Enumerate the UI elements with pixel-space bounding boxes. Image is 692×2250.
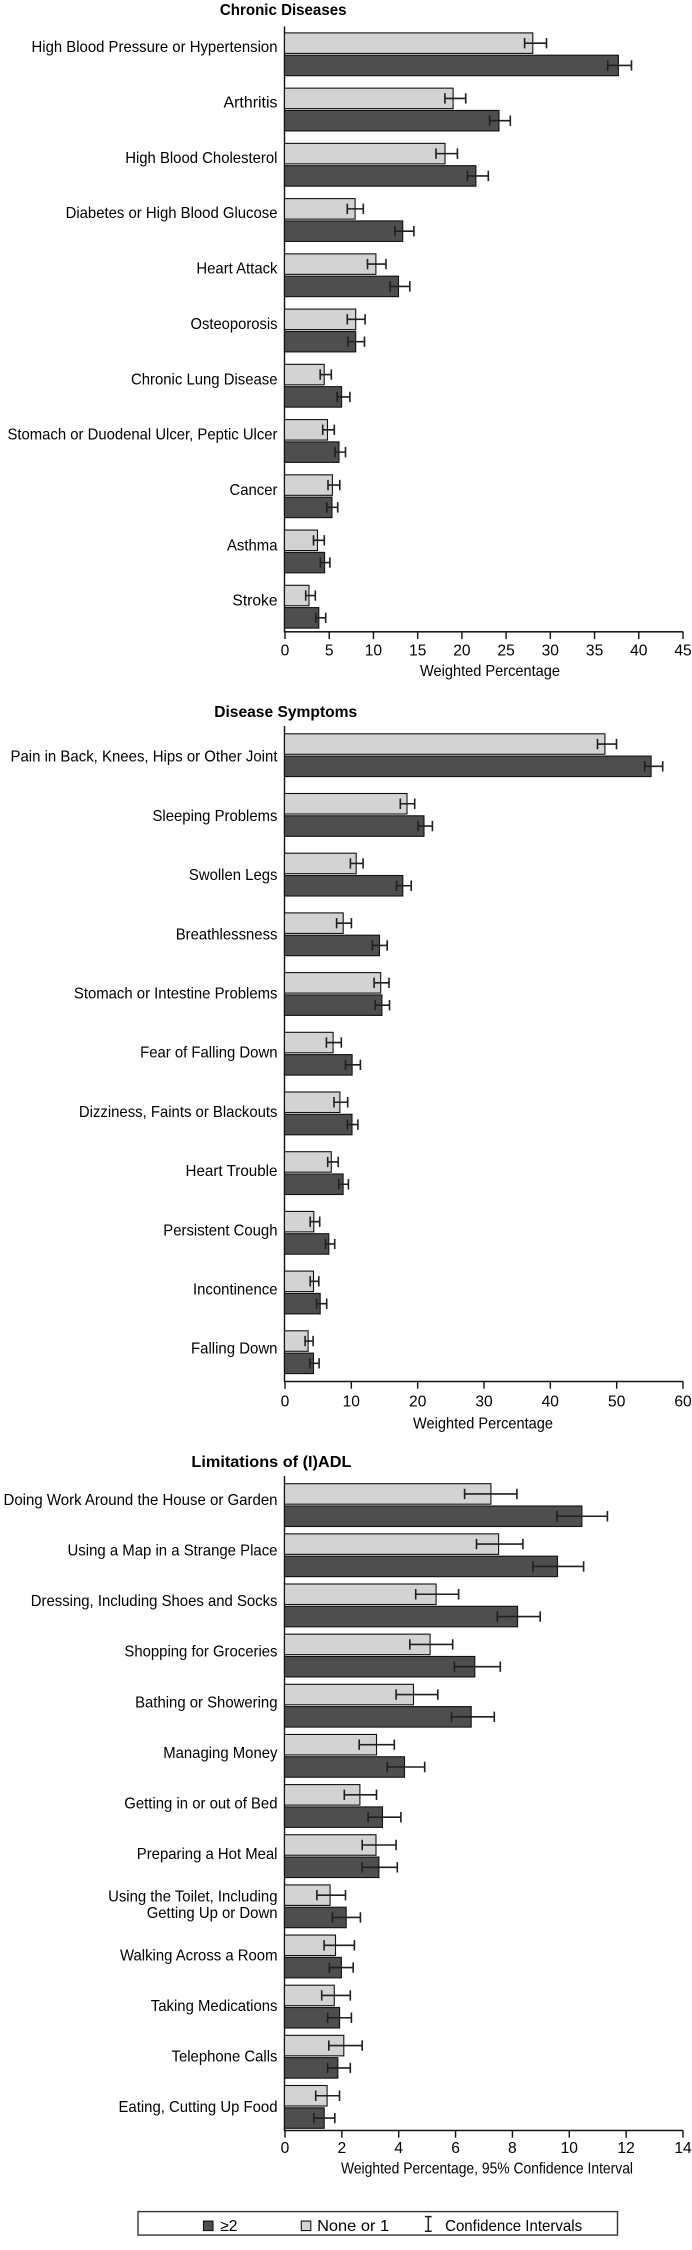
svg-text:Chronic Diseases: Chronic Diseases bbox=[220, 2, 347, 19]
svg-text:20: 20 bbox=[409, 1394, 427, 1411]
svg-text:Sleeping Problems: Sleeping Problems bbox=[153, 808, 278, 825]
svg-text:Asthma: Asthma bbox=[227, 537, 278, 554]
svg-text:Cancer: Cancer bbox=[230, 482, 278, 499]
svg-text:50: 50 bbox=[608, 1394, 626, 1411]
svg-text:10: 10 bbox=[343, 1394, 361, 1411]
svg-text:Stomach or Duodenal Ulcer, Pep: Stomach or Duodenal Ulcer, Peptic Ulcer bbox=[8, 427, 278, 444]
svg-text:30: 30 bbox=[542, 643, 560, 660]
svg-text:Managing Money: Managing Money bbox=[163, 1745, 277, 1762]
svg-text:40: 40 bbox=[630, 643, 648, 660]
svg-text:Swollen Legs: Swollen Legs bbox=[189, 867, 278, 884]
svg-text:40: 40 bbox=[542, 1394, 560, 1411]
svg-text:Using the Toilet, Including: Using the Toilet, Including bbox=[108, 1888, 277, 1905]
svg-text:10: 10 bbox=[365, 643, 383, 660]
svg-text:Incontinence: Incontinence bbox=[193, 1282, 278, 1299]
svg-text:Weighted Percentage, 95% Confi: Weighted Percentage, 95% Confidence Inte… bbox=[341, 2161, 633, 2178]
svg-text:12: 12 bbox=[617, 2140, 634, 2157]
svg-text:Taking Medications: Taking Medications bbox=[151, 1998, 278, 2015]
svg-text:Pain in Back, Knees, Hips or O: Pain in Back, Knees, Hips or Other Joint bbox=[11, 749, 279, 766]
svg-text:0: 0 bbox=[281, 643, 290, 660]
svg-text:0: 0 bbox=[281, 2140, 290, 2157]
svg-text:≥2: ≥2 bbox=[220, 2218, 237, 2235]
svg-text:Bathing or Showering: Bathing or Showering bbox=[135, 1694, 277, 1711]
svg-text:Diabetes or High Blood Glucose: Diabetes or High Blood Glucose bbox=[66, 205, 278, 222]
svg-text:14: 14 bbox=[674, 2140, 692, 2157]
svg-text:Breathlessness: Breathlessness bbox=[176, 926, 278, 943]
svg-text:Limitations of (I)ADL: Limitations of (I)ADL bbox=[191, 1454, 351, 1471]
svg-text:Persistent Cough: Persistent Cough bbox=[163, 1222, 277, 1239]
svg-text:Dressing, Including Shoes and: Dressing, Including Shoes and Socks bbox=[31, 1593, 278, 1610]
svg-text:Chronic Lung Disease: Chronic Lung Disease bbox=[131, 371, 278, 388]
svg-text:Stomach or Intestine Problems: Stomach or Intestine Problems bbox=[74, 986, 278, 1003]
svg-text:Arthritis: Arthritis bbox=[224, 95, 278, 112]
svg-text:Doing Work Around the House or: Doing Work Around the House or Garden bbox=[4, 1492, 278, 1509]
svg-text:Osteoporosis: Osteoporosis bbox=[191, 316, 278, 333]
svg-text:Preparing a Hot Meal: Preparing a Hot Meal bbox=[137, 1846, 278, 1863]
svg-text:10: 10 bbox=[561, 2140, 579, 2157]
svg-text:Shopping for Groceries: Shopping for Groceries bbox=[124, 1644, 277, 1661]
svg-text:Telephone Calls: Telephone Calls bbox=[172, 2049, 278, 2066]
svg-text:4: 4 bbox=[394, 2140, 403, 2157]
svg-text:60: 60 bbox=[674, 1394, 692, 1411]
svg-text:45: 45 bbox=[674, 643, 692, 660]
svg-text:2: 2 bbox=[338, 2140, 347, 2157]
svg-text:15: 15 bbox=[409, 643, 427, 660]
svg-text:25: 25 bbox=[497, 643, 515, 660]
svg-text:Heart Trouble: Heart Trouble bbox=[186, 1163, 278, 1180]
svg-text:Disease Symptoms: Disease Symptoms bbox=[214, 704, 357, 721]
svg-text:30: 30 bbox=[475, 1394, 493, 1411]
svg-text:5: 5 bbox=[325, 643, 334, 660]
svg-text:Eating, Cutting Up Food: Eating, Cutting Up Food bbox=[119, 2099, 278, 2116]
svg-text:Walking Across a Room: Walking Across a Room bbox=[120, 1947, 278, 1964]
svg-text:6: 6 bbox=[451, 2140, 460, 2157]
svg-text:Dizziness, Faints or Blackouts: Dizziness, Faints or Blackouts bbox=[79, 1104, 278, 1121]
svg-text:35: 35 bbox=[586, 643, 604, 660]
svg-text:Getting Up or Down: Getting Up or Down bbox=[147, 1905, 278, 1922]
svg-text:20: 20 bbox=[453, 643, 471, 660]
svg-text:Getting in or out of Bed: Getting in or out of Bed bbox=[124, 1796, 277, 1813]
svg-text:None or 1: None or 1 bbox=[317, 2218, 389, 2235]
svg-text:0: 0 bbox=[281, 1394, 290, 1411]
svg-text:Using a Map in a Strange Place: Using a Map in a Strange Place bbox=[68, 1543, 278, 1560]
svg-text:High Blood Pressure or Hyperte: High Blood Pressure or Hypertension bbox=[32, 39, 278, 56]
svg-text:8: 8 bbox=[508, 2140, 517, 2157]
svg-text:Confidence Intervals: Confidence Intervals bbox=[445, 2218, 582, 2235]
svg-text:Fear of Falling Down: Fear of Falling Down bbox=[140, 1045, 277, 1062]
svg-text:High Blood Cholesterol: High Blood Cholesterol bbox=[125, 150, 277, 167]
svg-text:Stroke: Stroke bbox=[232, 593, 277, 610]
svg-text:Weighted Percentage: Weighted Percentage bbox=[413, 1416, 553, 1433]
svg-text:Weighted Percentage: Weighted Percentage bbox=[420, 663, 560, 680]
svg-text:Falling Down: Falling Down bbox=[191, 1341, 278, 1358]
svg-text:Heart Attack: Heart Attack bbox=[196, 261, 277, 278]
